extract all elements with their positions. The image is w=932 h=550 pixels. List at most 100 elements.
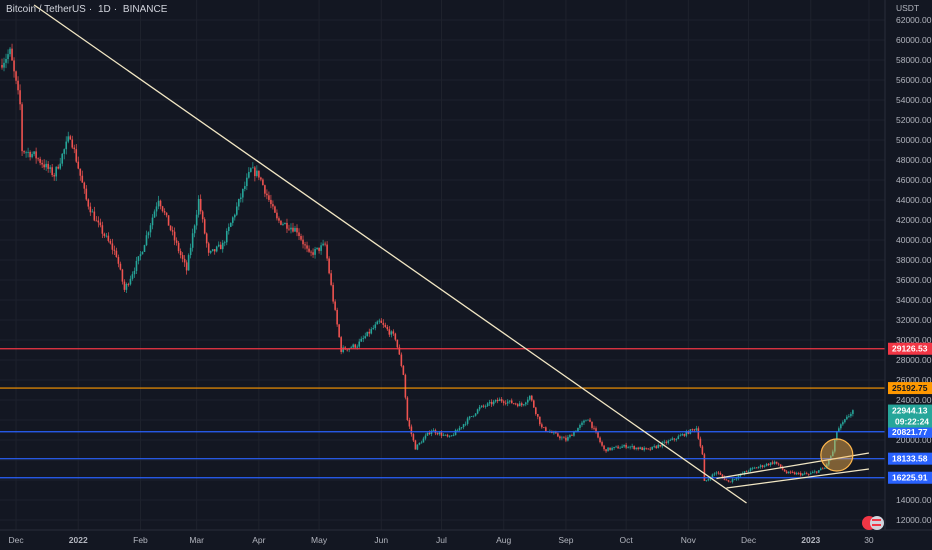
- candle-body: [308, 248, 310, 252]
- candle-body: [504, 402, 507, 404]
- time-tick-label: 2022: [69, 535, 88, 545]
- candle-body: [139, 254, 142, 257]
- price-tag-box: [888, 342, 932, 355]
- candle-body: [89, 206, 92, 213]
- candle-body: [155, 206, 158, 212]
- candle-body: [105, 235, 108, 237]
- candle-body: [543, 427, 545, 429]
- candle-body: [581, 422, 583, 425]
- candle-body: [416, 444, 419, 450]
- candle-body: [221, 242, 224, 250]
- candle-body: [422, 438, 425, 443]
- time-axis[interactable]: Dec 2022 Feb Mar Apr May Jun Jul Aug Sep Oct Nov Dec…: [8, 535, 873, 545]
- candle-body: [541, 424, 543, 428]
- candle-body: [476, 409, 479, 414]
- candle-body: [318, 247, 320, 251]
- candle-body: [332, 284, 334, 302]
- candle-body: [189, 247, 192, 256]
- candle-body: [619, 447, 621, 449]
- candle-body: [781, 467, 784, 470]
- price-tags: 29126.53 25192.75 20821.77 18133.58 16225.91…: [888, 342, 932, 484]
- candle-body: [707, 479, 710, 481]
- time-tick-label: Dec: [741, 535, 757, 545]
- candle-body: [836, 431, 838, 440]
- candle-body: [599, 437, 601, 443]
- price-tick-label: 36000.00: [896, 275, 932, 285]
- candle-body: [195, 214, 198, 226]
- candle-body: [59, 163, 62, 169]
- candle-body: [336, 309, 338, 325]
- candle-body: [125, 283, 128, 290]
- price-tick-label: 50000.00: [896, 135, 932, 145]
- trendlines[interactable]: [33, 4, 870, 504]
- candle-body: [787, 471, 790, 474]
- candle-body: [848, 416, 850, 417]
- candle-body: [605, 449, 607, 452]
- interval-label[interactable]: 1D: [97, 4, 111, 15]
- candle-body: [296, 227, 298, 233]
- horizontal-levels[interactable]: [0, 348, 885, 479]
- candle-body: [35, 151, 37, 159]
- candle-body: [613, 446, 615, 448]
- highlight-circle[interactable]: [820, 438, 854, 472]
- candle-body: [777, 463, 780, 465]
- candle-body: [316, 247, 318, 250]
- exchange-label: BINANCE: [122, 4, 168, 15]
- price-tag-label: 29126.53: [892, 344, 928, 354]
- candle-body: [167, 215, 170, 226]
- candle-body: [442, 434, 445, 436]
- candle-body: [783, 469, 786, 472]
- flag-icon[interactable]: [862, 516, 884, 530]
- candle-body: [769, 462, 772, 466]
- candle-body: [803, 473, 806, 475]
- candle-body: [819, 468, 822, 471]
- candle-body: [771, 462, 774, 464]
- candle-body: [450, 435, 453, 437]
- candle-body: [314, 249, 316, 255]
- candle-body: [390, 331, 393, 335]
- candle-body: [388, 329, 391, 335]
- candle-body: [456, 430, 459, 431]
- candle-body: [165, 212, 168, 216]
- candle-body: [671, 438, 674, 440]
- candle-body: [85, 188, 88, 200]
- candle-body: [330, 273, 332, 285]
- candle-body: [773, 461, 776, 464]
- candle-body: [522, 404, 525, 406]
- candle-body: [478, 407, 481, 410]
- candle-body: [585, 420, 587, 422]
- candle-body: [755, 467, 758, 469]
- candle-body: [506, 401, 509, 404]
- candle-body: [366, 331, 369, 337]
- time-tick-label: Oct: [620, 535, 634, 545]
- candle-body: [551, 431, 553, 433]
- candle-body: [199, 198, 202, 212]
- candle-body: [95, 220, 98, 222]
- candle-body: [573, 431, 575, 436]
- candle-body: [169, 225, 172, 231]
- candle-body: [460, 427, 463, 428]
- symbol-name[interactable]: Bitcoin / TetherUS: [6, 4, 86, 15]
- candle-body: [699, 438, 702, 447]
- candle-body: [99, 222, 102, 226]
- candle-body: [338, 324, 340, 338]
- price-tick-label: 56000.00: [896, 75, 932, 85]
- candle-body: [141, 251, 144, 255]
- time-axis-background: [0, 530, 932, 550]
- candle-body: [328, 258, 330, 274]
- candle-body: [625, 444, 627, 448]
- candle-body: [7, 54, 9, 59]
- candle-body: [828, 458, 830, 465]
- candle-body: [414, 440, 417, 450]
- candle-body: [400, 354, 403, 366]
- candle-body: [516, 404, 519, 407]
- candle-body: [23, 151, 25, 153]
- candle-body: [711, 474, 714, 479]
- candle-body: [801, 473, 804, 476]
- candle-body: [637, 447, 639, 450]
- time-tick-label: Nov: [681, 535, 697, 545]
- price-tick-label: 28000.00: [896, 355, 932, 365]
- candle-body: [264, 185, 266, 194]
- candle-body: [733, 479, 736, 481]
